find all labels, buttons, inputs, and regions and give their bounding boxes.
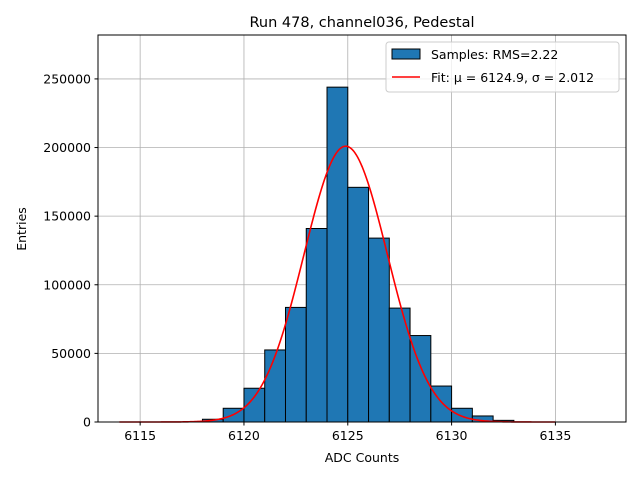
legend-samples-label: Samples: RMS=2.22 — [431, 47, 558, 62]
plot-frame — [97, 34, 627, 423]
x-tick-label: 6115 — [124, 428, 156, 443]
y-tick-label: 250000 — [43, 71, 91, 86]
histogram-bar — [368, 237, 390, 423]
x-tick-label: 6125 — [332, 428, 364, 443]
legend-fit-mu: μ = 6124.9, — [454, 70, 532, 85]
x-tick-label: 6130 — [436, 428, 468, 443]
x-axis-ticks: 6115 6120 6125 6130 6135 — [124, 422, 571, 443]
chart-title: Run 478, channel036, Pedestal — [249, 15, 474, 31]
x-tick-label: 6120 — [228, 428, 260, 443]
legend-box — [385, 41, 620, 93]
y-tick-label: 100000 — [43, 277, 91, 292]
legend-fit-sigma: σ = 2.012 — [532, 70, 594, 85]
x-tick-label: 6135 — [539, 428, 571, 443]
legend-fit-label: Fit: μ = 6124.9, σ = 2.012 — [431, 70, 594, 85]
histogram-bar — [451, 407, 473, 423]
y-tick-label: 150000 — [43, 209, 91, 224]
histogram-bar — [305, 228, 328, 423]
y-axis-ticks: 0 50000 100000 150000 200000 250000 — [43, 71, 98, 430]
histogram-bar — [264, 349, 286, 423]
histogram-bar — [284, 306, 307, 423]
y-tick-label: 0 — [83, 415, 91, 430]
histogram-bars — [201, 86, 515, 423]
y-tick-label: 200000 — [43, 140, 91, 155]
x-axis-label: ADC Counts — [325, 450, 400, 465]
legend-fit-prefix: Fit: — [431, 70, 454, 85]
histogram-bar — [347, 186, 370, 423]
y-tick-label: 50000 — [51, 346, 91, 361]
histogram-bar — [326, 86, 349, 423]
legend-samples-patch — [391, 48, 421, 60]
legend: Samples: RMS=2.22 Fit: μ = 6124.9, σ = 2… — [385, 41, 620, 93]
y-axis-label: Entries — [14, 207, 29, 251]
